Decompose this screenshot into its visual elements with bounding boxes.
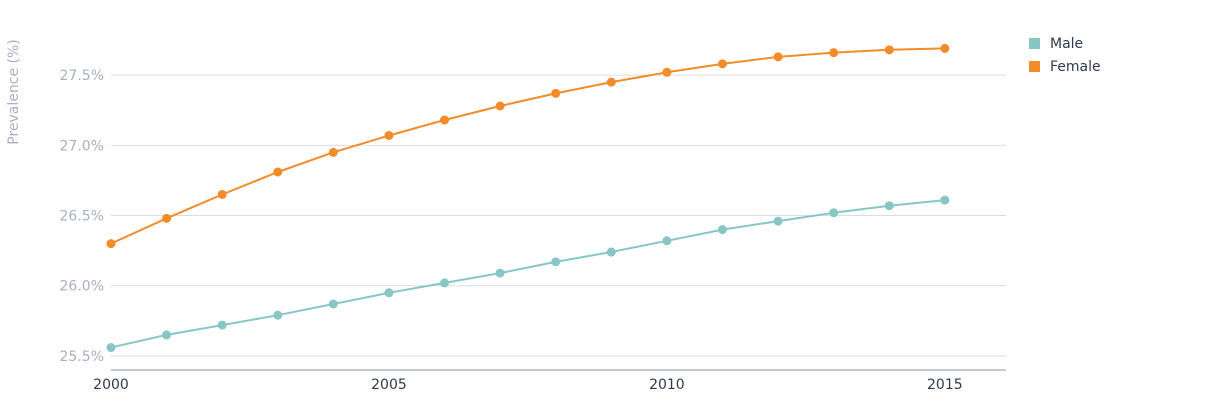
data-point[interactable] (162, 330, 172, 340)
data-point[interactable] (829, 48, 839, 58)
data-point[interactable] (773, 216, 783, 226)
x-tick-label: 2010 (649, 377, 685, 393)
y-tick-label: 25.5% (60, 349, 104, 365)
data-point[interactable] (217, 189, 227, 199)
data-point[interactable] (717, 59, 727, 69)
data-point[interactable] (384, 288, 394, 298)
data-point[interactable] (940, 195, 950, 205)
gridlines (111, 74, 1006, 357)
data-point[interactable] (551, 88, 561, 98)
y-axis-title: Prevalence (%) (6, 39, 22, 145)
data-point[interactable] (551, 257, 561, 267)
y-tick-label: 26.0% (60, 279, 104, 295)
data-point[interactable] (162, 213, 172, 223)
data-point[interactable] (495, 101, 505, 111)
data-point[interactable] (773, 52, 783, 62)
data-point[interactable] (273, 310, 283, 320)
x-tick-label: 2000 (93, 377, 129, 393)
data-point[interactable] (662, 67, 672, 77)
data-point[interactable] (662, 236, 672, 246)
data-point[interactable] (884, 45, 894, 55)
legend-label[interactable]: Female (1050, 59, 1101, 75)
legend-swatch (1029, 38, 1040, 49)
data-point[interactable] (328, 147, 338, 157)
series-line (110, 47, 945, 245)
series-female (106, 43, 950, 249)
data-point[interactable] (884, 201, 894, 211)
series-line (110, 199, 946, 349)
x-tick-label: 2005 (371, 377, 407, 393)
data-point[interactable] (606, 247, 616, 257)
y-axis: 25.5% 26.0% 26.5% 27.0% 27.5% (60, 68, 104, 365)
legend-swatch (1029, 61, 1040, 72)
y-tick-label: 27.5% (60, 68, 104, 84)
data-point[interactable] (440, 115, 450, 125)
y-tick-label: 27.0% (60, 138, 104, 154)
legend-label[interactable]: Male (1050, 36, 1083, 52)
data-point[interactable] (440, 278, 450, 288)
data-point[interactable] (940, 43, 950, 53)
data-point[interactable] (273, 167, 283, 177)
legend: Male Female (1029, 36, 1101, 75)
y-tick-label: 26.5% (60, 209, 104, 225)
series-layer (106, 43, 950, 353)
data-point[interactable] (217, 320, 227, 330)
data-point[interactable] (384, 130, 394, 140)
x-tick-label: 2015 (927, 377, 963, 393)
x-axis: 2000 2005 2010 2015 (93, 377, 962, 393)
series-male (106, 195, 950, 353)
data-point[interactable] (328, 299, 338, 309)
data-point[interactable] (717, 225, 727, 235)
data-point[interactable] (829, 208, 839, 218)
data-point[interactable] (106, 239, 116, 249)
data-point[interactable] (106, 343, 116, 353)
data-point[interactable] (606, 77, 616, 87)
data-point[interactable] (495, 268, 505, 278)
